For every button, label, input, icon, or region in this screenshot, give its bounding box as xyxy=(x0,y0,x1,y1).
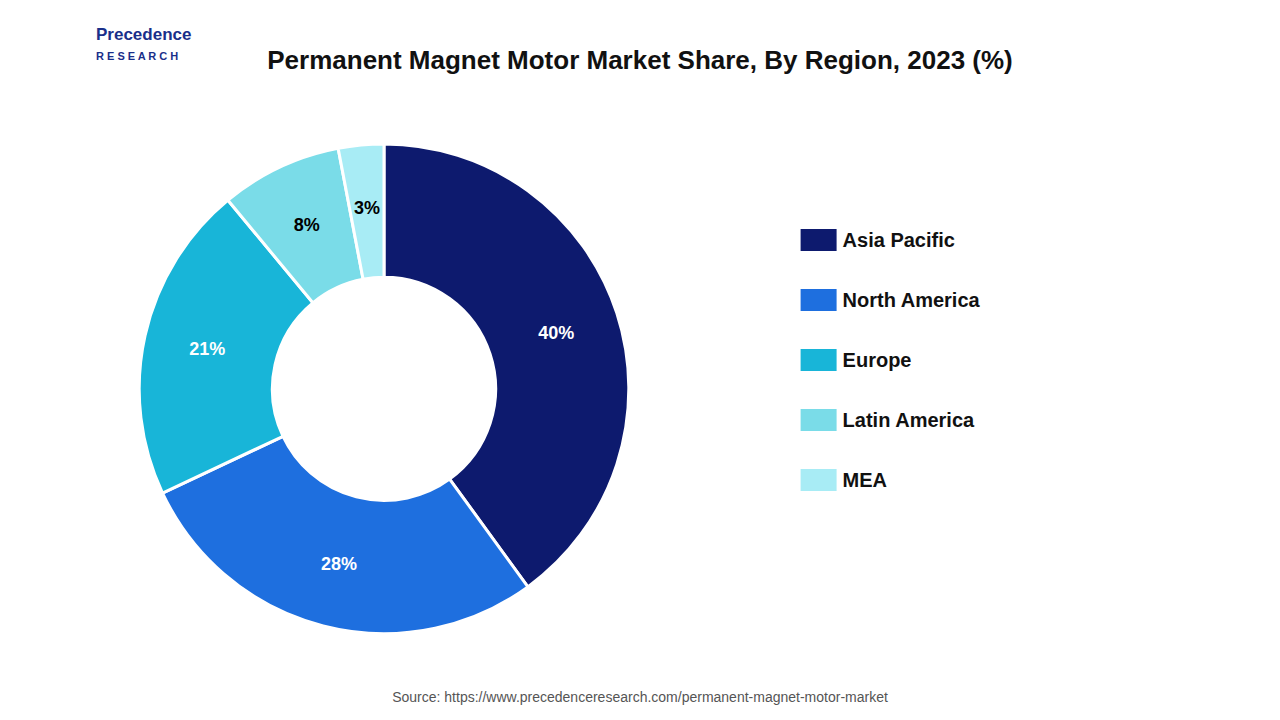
svg-text:21%: 21% xyxy=(189,339,225,359)
svg-text:Source: https://www.precedence: Source: https://www.precedenceresearch.c… xyxy=(392,689,888,705)
svg-text:Asia Pacific: Asia Pacific xyxy=(843,229,955,251)
svg-text:R E S E A R C H: R E S E A R C H xyxy=(96,50,178,62)
svg-text:40%: 40% xyxy=(538,323,574,343)
svg-text:Europe: Europe xyxy=(843,349,912,371)
svg-text:MEA: MEA xyxy=(843,469,887,491)
svg-text:Latin America: Latin America xyxy=(843,409,975,431)
svg-text:8%: 8% xyxy=(294,215,320,235)
svg-text:North America: North America xyxy=(843,289,981,311)
svg-text:28%: 28% xyxy=(321,554,357,574)
svg-text:Precedence: Precedence xyxy=(96,25,191,44)
svg-text:Permanent Magnet Motor Market: Permanent Magnet Motor Market Share, By … xyxy=(267,45,1013,75)
svg-text:3%: 3% xyxy=(354,198,380,218)
